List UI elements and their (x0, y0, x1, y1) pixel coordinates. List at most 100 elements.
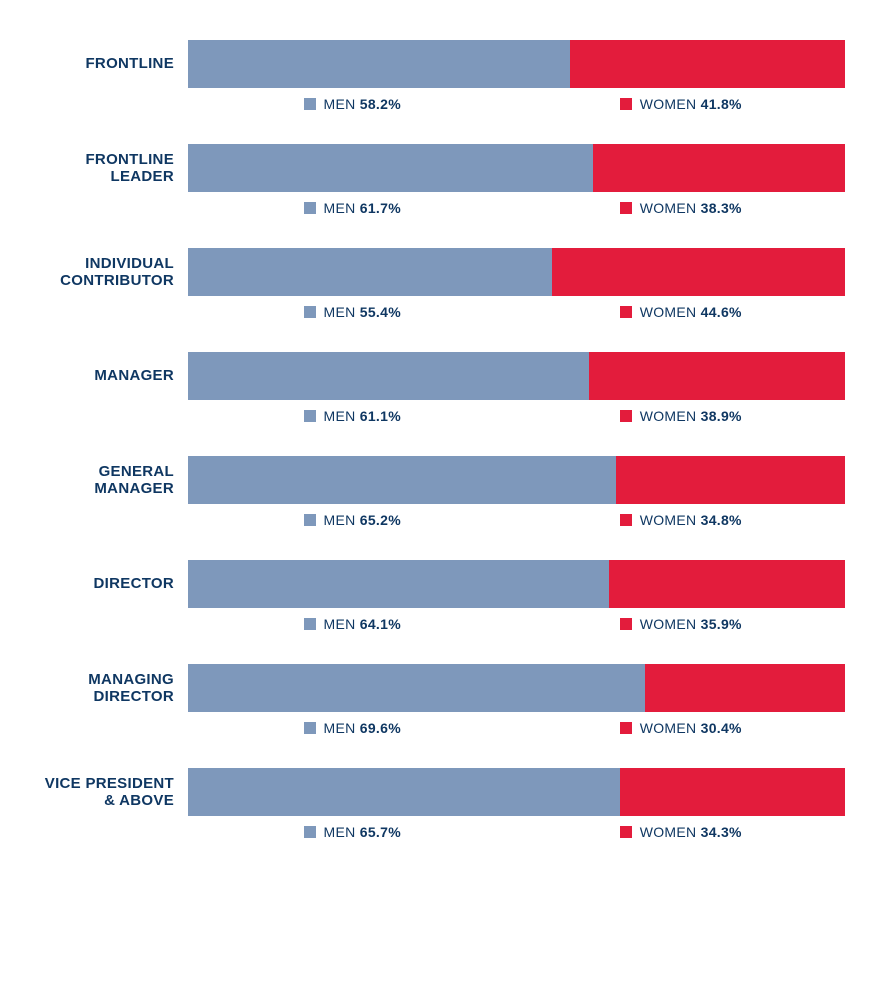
swatch-men (304, 514, 316, 526)
legend-line: MEN 61.1% WOMEN 38.9% (30, 408, 845, 424)
bar-line: DIRECTOR (30, 560, 845, 608)
bar-segment-women (589, 352, 845, 400)
legend-women-text: WOMEN 30.4% (640, 720, 742, 736)
swatch-men (304, 98, 316, 110)
bar-segment-women (552, 248, 845, 296)
swatch-men (304, 826, 316, 838)
swatch-women (620, 410, 632, 422)
legend-line: MEN 64.1% WOMEN 35.9% (30, 616, 845, 632)
swatch-men (304, 202, 316, 214)
bar-track (188, 352, 845, 400)
row-label: VICE PRESIDENT & ABOVE (30, 775, 188, 810)
legend-women-text: WOMEN 44.6% (640, 304, 742, 320)
legend-men-text: MEN 61.1% (324, 408, 401, 424)
bar-segment-women (620, 768, 845, 816)
bar-track (188, 248, 845, 296)
legend-men-text: MEN 61.7% (324, 200, 401, 216)
row-label: INDIVIDUAL CONTRIBUTOR (30, 255, 188, 290)
bar-segment-women (609, 560, 845, 608)
bar-track (188, 560, 845, 608)
bar-segment-women (593, 144, 845, 192)
bar-line: GENERAL MANAGER (30, 456, 845, 504)
bar-segment-women (616, 456, 845, 504)
legend-line: MEN 58.2% WOMEN 41.8% (30, 96, 845, 112)
bar-track (188, 40, 845, 88)
legend-women: WOMEN 34.8% (517, 512, 846, 528)
swatch-women (620, 722, 632, 734)
bar-segment-men (188, 560, 609, 608)
legend-women: WOMEN 41.8% (517, 96, 846, 112)
bar-track (188, 768, 845, 816)
bar-line: INDIVIDUAL CONTRIBUTOR (30, 248, 845, 296)
swatch-women (620, 618, 632, 630)
legend-men: MEN 58.2% (188, 96, 517, 112)
legend-line: MEN 65.2% WOMEN 34.8% (30, 512, 845, 528)
legend-women: WOMEN 34.3% (517, 824, 846, 840)
bar-track (188, 664, 845, 712)
bar-line: MANAGER (30, 352, 845, 400)
chart-row: DIRECTOR MEN 64.1% WOMEN 35.9% (30, 560, 845, 632)
swatch-men (304, 618, 316, 630)
bar-segment-men (188, 664, 645, 712)
legend-women-text: WOMEN 34.8% (640, 512, 742, 528)
swatch-men (304, 410, 316, 422)
legend-line: MEN 65.7% WOMEN 34.3% (30, 824, 845, 840)
legend-women: WOMEN 44.6% (517, 304, 846, 320)
legend-men-text: MEN 64.1% (324, 616, 401, 632)
legend-women: WOMEN 38.3% (517, 200, 846, 216)
legend-line: MEN 61.7% WOMEN 38.3% (30, 200, 845, 216)
bar-line: VICE PRESIDENT & ABOVE (30, 768, 845, 816)
legend-line: MEN 69.6% WOMEN 30.4% (30, 720, 845, 736)
chart-row: FRONTLINE LEADER MEN 61.7% WOMEN 38.3% (30, 144, 845, 216)
legend-men: MEN 64.1% (188, 616, 517, 632)
row-label: GENERAL MANAGER (30, 463, 188, 498)
legend-men: MEN 65.7% (188, 824, 517, 840)
legend-men-text: MEN 58.2% (324, 96, 401, 112)
legend-women-text: WOMEN 38.3% (640, 200, 742, 216)
swatch-women (620, 514, 632, 526)
legend-men: MEN 69.6% (188, 720, 517, 736)
bar-line: FRONTLINE LEADER (30, 144, 845, 192)
bar-segment-men (188, 40, 570, 88)
chart-row: MANAGING DIRECTOR MEN 69.6% WOMEN 30.4% (30, 664, 845, 736)
row-label: MANAGING DIRECTOR (30, 671, 188, 706)
legend-women: WOMEN 38.9% (517, 408, 846, 424)
swatch-women (620, 98, 632, 110)
swatch-women (620, 826, 632, 838)
chart-row: GENERAL MANAGER MEN 65.2% WOMEN 34.8% (30, 456, 845, 528)
chart-row: INDIVIDUAL CONTRIBUTOR MEN 55.4% WOMEN 4… (30, 248, 845, 320)
bar-segment-men (188, 248, 552, 296)
swatch-men (304, 306, 316, 318)
legend-men-text: MEN 65.2% (324, 512, 401, 528)
bar-segment-women (645, 664, 845, 712)
bar-line: MANAGING DIRECTOR (30, 664, 845, 712)
legend-women-text: WOMEN 35.9% (640, 616, 742, 632)
legend-line: MEN 55.4% WOMEN 44.6% (30, 304, 845, 320)
bar-segment-women (570, 40, 845, 88)
row-label: DIRECTOR (30, 575, 188, 592)
row-label: MANAGER (30, 367, 188, 384)
bar-track (188, 456, 845, 504)
row-label: FRONTLINE LEADER (30, 151, 188, 186)
gender-by-level-chart: FRONTLINE MEN 58.2% WOMEN 41.8% (30, 40, 845, 840)
chart-row: MANAGER MEN 61.1% WOMEN 38.9% (30, 352, 845, 424)
bar-line: FRONTLINE (30, 40, 845, 88)
chart-row: FRONTLINE MEN 58.2% WOMEN 41.8% (30, 40, 845, 112)
legend-women-text: WOMEN 41.8% (640, 96, 742, 112)
legend-men: MEN 61.1% (188, 408, 517, 424)
legend-women-text: WOMEN 34.3% (640, 824, 742, 840)
bar-segment-men (188, 768, 620, 816)
legend-men: MEN 65.2% (188, 512, 517, 528)
bar-segment-men (188, 352, 589, 400)
legend-men-text: MEN 65.7% (324, 824, 401, 840)
bar-segment-men (188, 456, 616, 504)
chart-row: VICE PRESIDENT & ABOVE MEN 65.7% WOMEN 3… (30, 768, 845, 840)
legend-men: MEN 61.7% (188, 200, 517, 216)
legend-men-text: MEN 69.6% (324, 720, 401, 736)
legend-women-text: WOMEN 38.9% (640, 408, 742, 424)
legend-men-text: MEN 55.4% (324, 304, 401, 320)
bar-track (188, 144, 845, 192)
legend-women: WOMEN 35.9% (517, 616, 846, 632)
swatch-men (304, 722, 316, 734)
swatch-women (620, 306, 632, 318)
